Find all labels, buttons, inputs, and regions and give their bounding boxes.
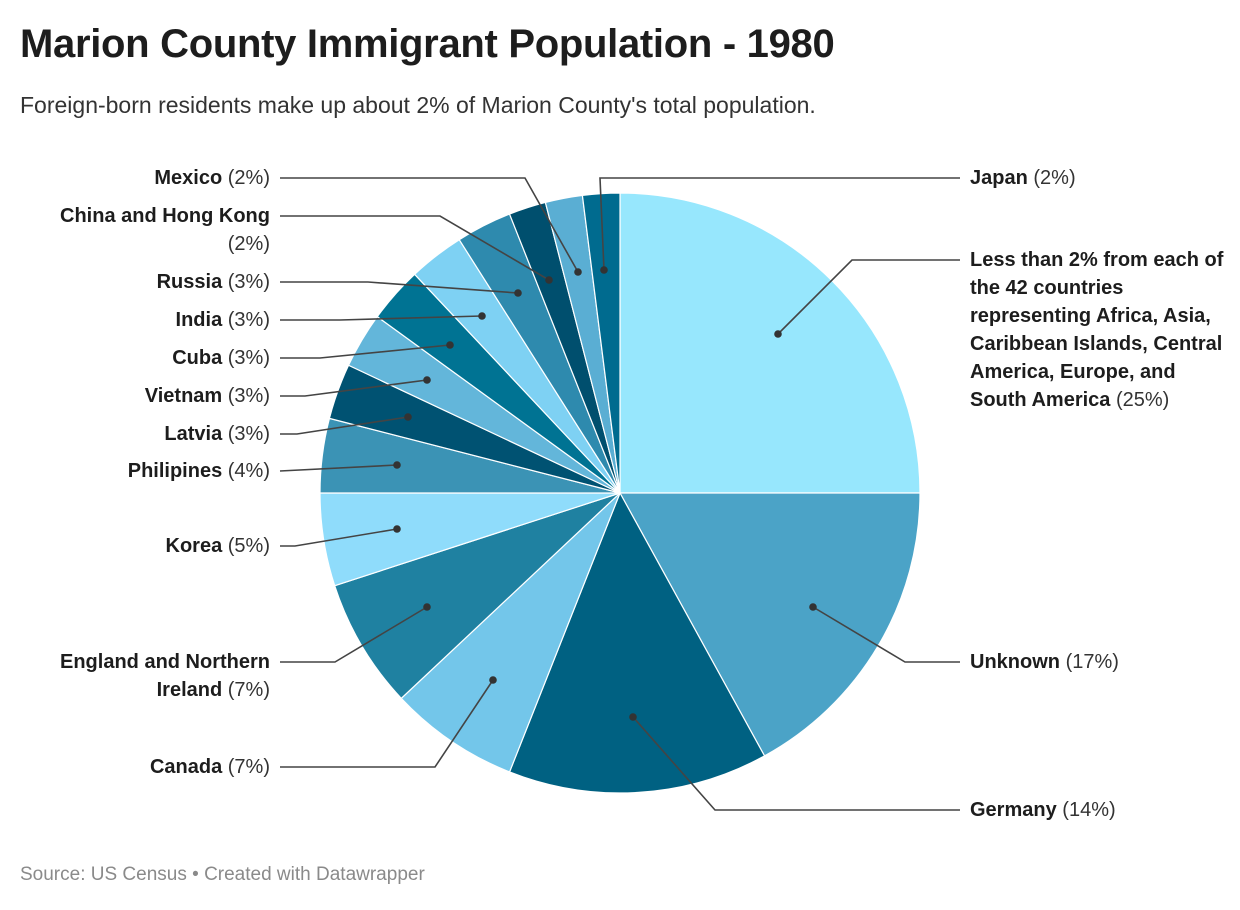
slice-label-philipines: Philipines (4%) <box>128 457 270 485</box>
leader-line-korea <box>280 528 398 547</box>
chart-title: Marion County Immigrant Population - 198… <box>20 22 835 66</box>
slice-label-name: Russia <box>156 271 223 293</box>
slice-label-name: Canada <box>149 756 223 778</box>
leader-line-russia <box>280 281 519 294</box>
slice-label-mexico: Mexico (2%) <box>154 164 270 192</box>
slice-label-percent: (3%) <box>227 271 270 293</box>
slice-label-percent: (2%) <box>227 233 270 255</box>
leader-dot-less-than-2-from-each-of-the-4 <box>774 330 782 338</box>
leader-line-vietnam <box>280 379 428 397</box>
slice-label-russia: Russia (3%) <box>157 268 270 296</box>
slice-label-name: Korea <box>165 535 223 557</box>
slice-label-name: Vietnam <box>144 385 223 407</box>
leader-line-china-and-hong-kong <box>280 215 550 281</box>
pie-slice-germany <box>508 491 766 794</box>
slice-label-less-than-2-from-each-of-the-4: Less than 2% from each of the 42 countri… <box>970 246 1225 414</box>
leader-dot-philipines <box>393 461 401 469</box>
slice-label-percent: (2%) <box>1033 167 1076 189</box>
leader-dot-japan <box>600 266 608 274</box>
slice-label-percent: (4%) <box>227 460 270 482</box>
leader-line-mexico <box>280 177 579 273</box>
leader-line-philipines <box>279 464 398 472</box>
slice-label-name: India <box>175 309 223 331</box>
slice-label-name: England and Northern Ireland <box>60 651 270 701</box>
leader-dot-china-and-hong-kong <box>545 276 553 284</box>
leader-dot-england-and-northern-ireland <box>423 603 431 611</box>
slice-label-percent: (3%) <box>227 347 270 369</box>
slice-label-percent: (3%) <box>227 423 270 445</box>
leader-dot-latvia <box>404 413 412 421</box>
leader-line-germany <box>632 716 960 811</box>
leader-dot-korea <box>393 525 401 533</box>
slice-label-germany: Germany (14%) <box>970 796 1225 824</box>
slice-label-percent: (14%) <box>1062 799 1116 821</box>
leader-line-england-and-northern-ireland <box>280 606 428 663</box>
leader-dot-india <box>478 312 486 320</box>
slice-label-name: Germany <box>970 799 1057 821</box>
slice-label-percent: (25%) <box>1115 389 1170 411</box>
slice-label-unknown: Unknown (17%) <box>970 648 1225 676</box>
slice-label-canada: Canada (7%) <box>150 753 270 781</box>
slice-label-name: China and Hong Kong <box>60 205 270 227</box>
leader-dot-russia <box>514 289 522 297</box>
slice-label-latvia: Latvia (3%) <box>164 420 270 448</box>
slice-label-name: Japan <box>970 167 1028 189</box>
leader-line-india <box>280 315 483 321</box>
pie-slice-less-than-2-from-each-of-the-4 <box>619 192 921 494</box>
leader-dot-cuba <box>446 341 454 349</box>
leader-dot-vietnam <box>423 376 431 384</box>
leader-line-japan <box>599 177 960 271</box>
slice-label-percent: (2%) <box>227 167 270 189</box>
source-note: Source: US Census • Created with Datawra… <box>20 864 425 885</box>
slice-label-percent: (5%) <box>227 535 270 557</box>
slice-label-japan: Japan (2%) <box>970 164 1225 192</box>
leader-dot-unknown <box>809 603 817 611</box>
slice-label-name: Mexico <box>154 167 223 189</box>
slice-label-name: Latvia <box>164 423 223 445</box>
slice-label-cuba: Cuba (3%) <box>172 344 270 372</box>
leader-dot-mexico <box>574 268 582 276</box>
leader-dot-germany <box>629 713 637 721</box>
chart-subtitle: Foreign-born residents make up about 2% … <box>20 92 816 118</box>
leader-line-less-than-2-from-each-of-the-4 <box>777 259 960 335</box>
slice-label-percent: (3%) <box>227 309 270 331</box>
slice-label-name: Unknown <box>970 651 1060 673</box>
leader-line-canada <box>280 679 494 768</box>
slice-label-percent: (7%) <box>227 679 270 701</box>
leader-line-latvia <box>280 416 409 435</box>
slice-label-percent: (3%) <box>227 385 270 407</box>
slice-label-vietnam: Vietnam (3%) <box>145 382 270 410</box>
slice-label-name: Cuba <box>172 347 223 369</box>
slice-label-name: Philipines <box>127 460 223 482</box>
leader-line-unknown <box>812 606 960 663</box>
slice-label-korea: Korea (5%) <box>166 532 271 560</box>
slice-label-china-and-hong-kong: China and Hong Kong (2%) <box>20 202 270 258</box>
slice-label-percent: (7%) <box>227 756 270 778</box>
slice-label-percent: (17%) <box>1065 651 1119 673</box>
slice-label-name: Less than 2% from each of the 42 countri… <box>970 249 1224 411</box>
leader-line-cuba <box>280 344 451 359</box>
leader-dot-canada <box>489 676 497 684</box>
slice-label-england-and-northern-ireland: England and Northern Ireland (7%) <box>20 648 270 704</box>
slice-label-india: India (3%) <box>176 306 270 334</box>
